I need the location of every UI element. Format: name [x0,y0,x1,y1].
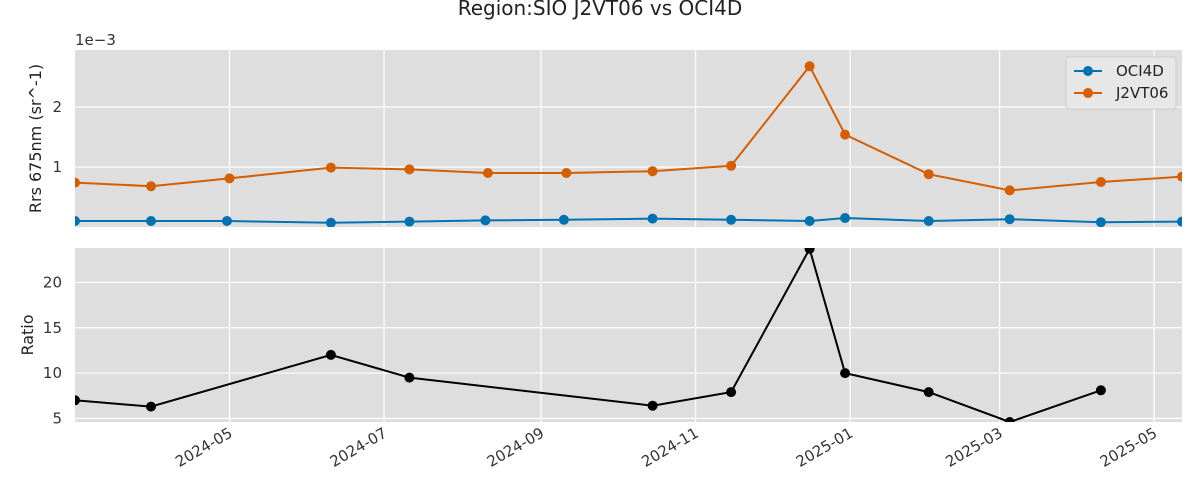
legend-swatch-marker [1083,66,1093,76]
panel-1-j2vt06-series-point [325,162,336,173]
panel-1-oci4d-series-point [222,216,232,226]
x-tick-label: 2024-05 [172,424,235,471]
panel-1-oci4d-series-point [647,213,658,224]
panel-2-background [75,248,1182,422]
panel-1-series-group [75,61,1182,227]
panel-1-oci4d-series-point [146,216,156,226]
panel-1-j2vt06-series-point [923,169,934,180]
x-tick-label: 2024-07 [327,424,390,471]
panel-2-y-tick-label: 5 [52,409,62,427]
panel-1-j2vt06-series-point [1095,177,1106,187]
panel-2-ratio-series-point [804,248,815,254]
panel-1-y-tick-label: 2 [52,98,62,116]
panel-2-ratio-series-point [404,372,415,383]
panel-1-y-axis-label: Rrs 675nm (sr^-1) [26,64,45,213]
panel-1-oci4d-series-point [404,216,415,227]
legend-swatch-marker [1083,88,1093,98]
panel-2-ratio-series-point [146,401,156,412]
panel-1-oci4d-series-point [840,213,851,223]
x-tick-label: 2025-01 [793,424,856,471]
panel-1-oci4d-series-point [726,214,737,225]
panel-1-j2vt06-series-point [224,173,235,184]
panel-2-y-tick-label: 15 [43,319,62,337]
panel-1-y-tick-label: 1 [52,158,62,176]
panel-1-oci4d-series-point [558,214,569,225]
panel-1-j2vt06-series-point [726,160,737,171]
panel-1-j2vt06-series-point [482,168,493,178]
chart-title: Region:SIO J2VT06 vs OCI4D [458,0,743,20]
panel-1-oci4d-series-point [75,216,80,226]
panel-1-j2vt06-series-point [404,164,415,175]
panel-1-oci4d-series-point [804,216,815,226]
legend-label: OCI4D [1116,62,1164,80]
x-tick-label: 2025-03 [942,424,1005,471]
panel-2-ratio-series-point [325,349,336,360]
panel-2-series-group [75,248,1106,422]
panel-2-ratio-series-point [1004,417,1015,422]
panel-1-offset-text: 1e−3 [75,31,116,49]
panel-1-oci4d-series-point [1004,214,1015,225]
x-tick-label: 2025-05 [1097,424,1160,471]
x-tick-label: 2024-11 [638,424,701,471]
panel-1-oci4d-series-point [1095,217,1106,227]
panel-2-ratio-series-point [1095,385,1106,396]
panel-2-y-tick-label: 20 [43,273,62,291]
panel-1-j2vt06-series-point [1004,185,1015,196]
panel-1-j2vt06-series-point [561,168,572,178]
panel-2-ratio-series-point [647,400,658,411]
panel-1-j2vt06-series-point [840,129,851,140]
panel-1-oci4d-series-point [480,215,491,226]
panel-1-j2vt06-series-point [1177,171,1182,182]
legend-label: J2VT06 [1115,84,1168,102]
panel-2-ratio-series-point [923,387,934,398]
panel-2-ratio-series-point [75,395,80,406]
panel-2-ratio-series-point [840,368,851,379]
panel-1-oci4d-series-point [923,216,934,226]
panel-1-j2vt06-series-point [647,166,658,177]
panel-1-j2vt06-series-point [75,177,80,188]
panel-1-j2vt06-series-point [146,181,156,192]
panel-2-ratio-series-point [726,387,737,398]
panel-1-oci4d-series-point [1177,216,1182,227]
panel-2-y-tick-label: 10 [43,364,62,382]
panel-1-j2vt06-series-point [804,61,815,72]
x-tick-label: 2024-09 [484,424,547,471]
panel-1-oci4d-series-point [325,217,336,227]
panel-1-background [75,50,1182,227]
panel-2-y-axis-label: Ratio [18,314,37,355]
